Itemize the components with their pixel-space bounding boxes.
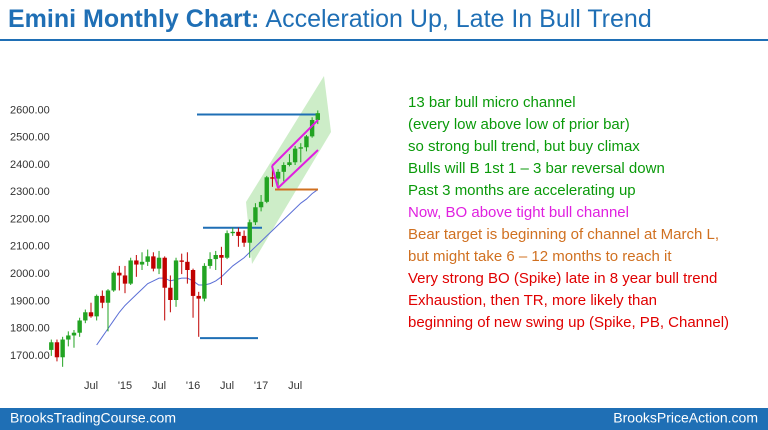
x-tick-label: Jul [84, 380, 98, 392]
y-tick-label: 2500.00 [10, 132, 50, 144]
annotation: but might take 6 – 12 months to reach it [408, 248, 672, 265]
candle-body [185, 261, 190, 270]
candle-body [117, 272, 122, 276]
candle-body [60, 339, 65, 358]
candle-body [281, 165, 286, 172]
annotation: so strong bull trend, but buy climax [408, 138, 640, 155]
footer-left: BrooksTradingCourse.com [10, 410, 176, 426]
annotation: beginning of new swing up (Spike, PB, Ch… [408, 314, 729, 331]
candle-body [71, 332, 77, 336]
candle-body [298, 147, 303, 149]
title-bold: Emini Monthly Chart: [8, 5, 259, 33]
x-tick-label: '16 [186, 380, 200, 392]
micro-channel-side [271, 165, 279, 189]
candle-body [241, 235, 247, 243]
candle-body [190, 270, 196, 296]
candle-body [224, 233, 230, 258]
candle-body [213, 255, 218, 260]
candle-body [270, 177, 275, 179]
annotation: Bear target is beginning of channel at M… [408, 226, 719, 243]
micro-channel-bottom [277, 149, 319, 189]
candle-body [54, 342, 60, 358]
candle-body [77, 320, 82, 333]
annotation: (every low above low of prior bar) [408, 116, 630, 133]
bull-channel [246, 76, 331, 264]
candle-body [287, 162, 292, 165]
candle-body [49, 342, 54, 350]
annotation: Past 3 months are accelerating up [408, 182, 636, 199]
x-tick-label: '15 [118, 380, 132, 392]
candle-body [151, 256, 156, 269]
footer-bar [0, 408, 768, 430]
candle-body [230, 231, 235, 234]
candle-body [100, 295, 105, 303]
annotation: Bulls will B 1st 1 – 3 bar reversal down [408, 160, 665, 177]
candle-body [202, 265, 207, 299]
candle-body [173, 260, 179, 300]
candle-body [139, 261, 145, 265]
plot: 1700.00 1800.00 1900.00 2000.00 2100.00 2200.… [10, 104, 320, 392]
x-tick-label: Jul [152, 380, 166, 392]
candle-body [264, 177, 269, 202]
candle-body [292, 148, 298, 163]
candle-body [134, 260, 139, 265]
candle-body [111, 272, 116, 291]
candle-body [304, 136, 309, 148]
x-tick-label: '17 [254, 380, 268, 392]
candle-body [309, 120, 315, 137]
y-tick-label: 1800.00 [10, 323, 50, 335]
x-tick-label: Jul [220, 380, 234, 392]
candle-body [66, 335, 71, 340]
candle-body [94, 295, 99, 317]
title-rest: Acceleration Up, Late In Bull Trend [265, 5, 651, 33]
candle-body [128, 260, 133, 284]
y-tick-label: 2000.00 [10, 268, 50, 280]
y-tick-label: 2400.00 [10, 159, 50, 171]
candle-body [207, 259, 213, 266]
annotation: 13 bar bull micro channel [408, 94, 576, 111]
candle-body [168, 287, 173, 300]
y-tick-label: 2600.00 [10, 104, 50, 116]
candle-body [236, 231, 241, 236]
candle-body [253, 207, 258, 223]
candle-body [247, 222, 252, 243]
annotation: Very strong BO (Spike) late in 8 year bu… [408, 270, 717, 287]
candle-body [179, 260, 184, 262]
chart-title: Emini Monthly Chart: Acceleration Up, Lat… [8, 5, 652, 33]
candle-body [83, 312, 88, 321]
y-tick-label: 1700.00 [10, 350, 50, 362]
candle-body [162, 257, 167, 288]
candle-body [196, 295, 201, 299]
y-tick-label: 2200.00 [10, 213, 50, 225]
x-tick-label: Jul [288, 380, 302, 392]
candle-body [219, 255, 224, 258]
annotation: Exhaustion, then TR, more likely than [408, 292, 657, 309]
moving-average [96, 189, 319, 346]
candle-body [122, 275, 128, 284]
micro-channel-top [271, 119, 319, 167]
candle-body [315, 113, 320, 120]
y-tick-label: 1900.00 [10, 295, 50, 307]
candle-body [156, 257, 162, 269]
candle-body [105, 290, 111, 303]
y-tick-label: 2300.00 [10, 186, 50, 198]
annotation: Now, BO above tight bull channel [408, 204, 629, 221]
candle-body [145, 256, 150, 262]
annotations: 13 bar bull micro channel (every low abov… [408, 94, 729, 331]
y-tick-label: 2100.00 [10, 241, 50, 253]
candle-body [258, 201, 264, 208]
footer-right: BrooksPriceAction.com [613, 410, 758, 426]
candle-body [275, 171, 281, 179]
candle-body [88, 312, 94, 317]
